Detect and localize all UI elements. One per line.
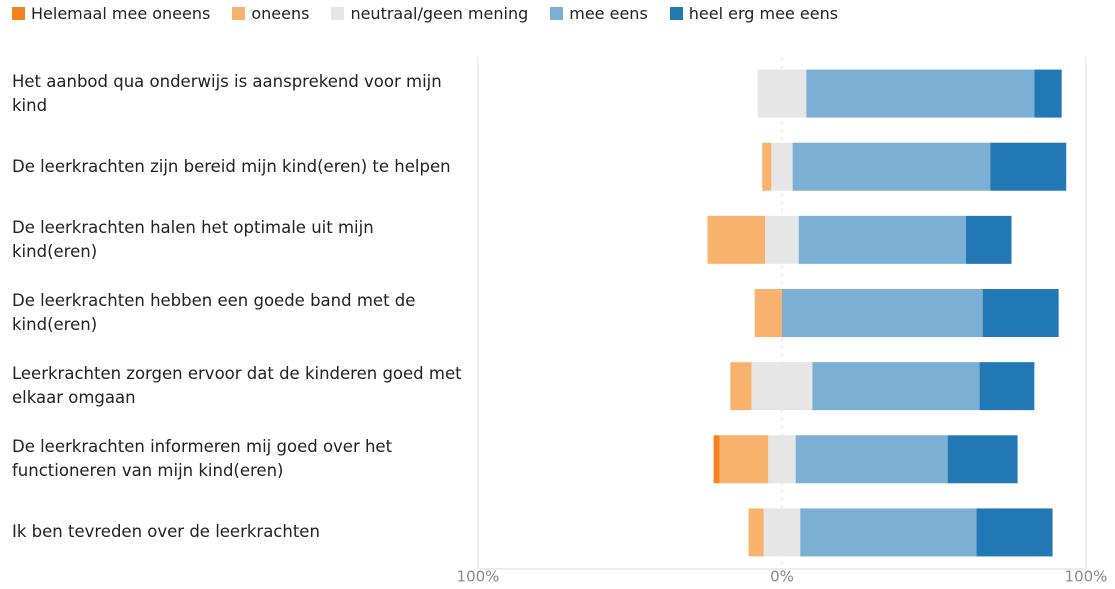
bar-segment [979, 362, 1035, 411]
category-label: De leerkrachten zijn bereid mijn kind(er… [12, 156, 451, 176]
bar-segment [982, 289, 1059, 337]
bar-segment [730, 362, 752, 411]
bar-segment [763, 508, 801, 557]
bar-segment [751, 362, 813, 411]
legend-label: mee eens [569, 4, 648, 23]
legend-swatch [331, 7, 345, 20]
bar-segment [771, 142, 793, 191]
bar-segment [713, 435, 720, 484]
legend-item: mee eens [550, 4, 648, 23]
bar-segment [792, 142, 991, 191]
category-label: Ik ben tevreden over de leerkrachten [12, 522, 320, 542]
category-label: De leerkrachten hebben een goede band me… [12, 291, 416, 334]
legend-item: oneens [232, 4, 309, 23]
bar-segment [748, 508, 764, 557]
bar-segment [800, 508, 977, 557]
legend: Helemaal mee oneens oneens neutraal/geen m… [12, 4, 838, 23]
bar-segment [762, 142, 772, 191]
bar-segment [719, 435, 769, 484]
bar-segment [1034, 69, 1062, 118]
bar-segment [765, 215, 799, 264]
bar-segment [707, 215, 766, 264]
category-label: Leerkrachten zorgen ervoor dat de kinder… [12, 364, 462, 408]
category-label: Het aanbod qua onderwijs is aansprekend … [12, 71, 442, 115]
bar-segment [795, 435, 948, 484]
legend-swatch [232, 7, 246, 20]
legend-label: Helemaal mee oneens [31, 4, 211, 23]
bar-segment [754, 289, 782, 337]
x-tick-label: 100% [457, 568, 500, 586]
bar-segment [965, 215, 1012, 264]
legend-label: neutraal/geen mening [350, 4, 529, 23]
bar-segment [990, 142, 1067, 191]
bar-segment [806, 69, 1035, 118]
bar-segment [947, 435, 1018, 484]
bar-segment [798, 215, 966, 264]
legend-label: oneens [251, 4, 310, 23]
legend-swatch [550, 7, 564, 20]
legend-swatch [669, 7, 683, 20]
bar-segment [757, 69, 807, 118]
legend-item: heel erg mee eens [669, 4, 839, 23]
bar-segment [782, 289, 983, 337]
category-label: De leerkrachten halen het optimale uit m… [12, 217, 374, 261]
x-tick-label: 100% [1065, 568, 1108, 586]
bar-segment [812, 362, 980, 411]
legend-label: heel erg mee eens [688, 4, 839, 23]
legend-item: Helemaal mee oneens [12, 4, 210, 23]
bar-segment [976, 508, 1053, 557]
bar-segment [768, 435, 796, 484]
legend-item: neutraal/geen mening [331, 4, 528, 23]
legend-swatch [12, 7, 25, 20]
x-tick-label: 0% [770, 568, 794, 586]
category-label: De leerkrachten informeren mij goed over… [12, 437, 393, 481]
